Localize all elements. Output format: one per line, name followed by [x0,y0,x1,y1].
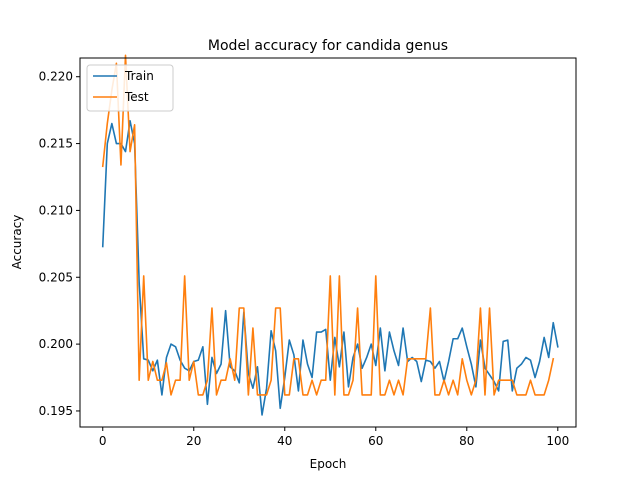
y-tick-label: 0.210 [39,203,73,217]
x-tick-label: 0 [99,434,107,448]
x-tick-label: 20 [186,434,201,448]
series-layer [101,54,559,416]
x-tick-label: 100 [546,434,569,448]
axes-frame [79,57,577,428]
y-tick-label: 0.195 [39,404,73,418]
y-tick-label: 0.215 [39,137,73,151]
x-tick-label: 40 [277,434,292,448]
x-axis-label: Epoch [310,457,347,471]
legend: Train Test [86,64,174,112]
y-axis-label: Accuracy [10,215,24,270]
y-tick-label: 0.200 [39,337,73,351]
x-axis-ticks: 0 20 40 60 80 100 [99,427,569,448]
y-axis-ticks: 0.195 0.200 0.205 0.210 0.215 0.220 [39,70,80,418]
plot-area [80,58,576,427]
x-tick-label: 80 [459,434,474,448]
legend-label-test: Test [124,90,149,104]
legend-label-train: Train [124,69,154,83]
x-tick-label: 60 [368,434,383,448]
series-line-test [101,54,555,396]
y-tick-label: 0.205 [39,270,73,284]
chart-title: Model accuracy for candida genus [208,38,448,54]
y-tick-label: 0.220 [39,70,73,84]
